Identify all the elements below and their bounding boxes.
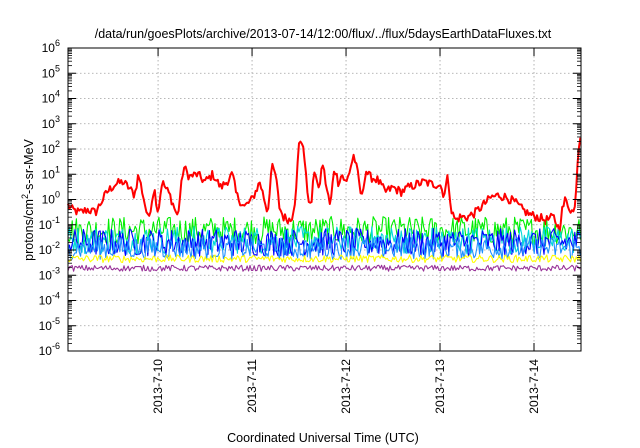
x-tick-labels: 2013-7-10 2013-7-11 2013-7-12 2013-7-13 2013… (151, 359, 541, 414)
y-axis-label: protons/cm2-s-sr-MeV (20, 138, 36, 260)
y-tick-label: 101 (42, 164, 60, 181)
y-tick-label: 10-4 (39, 291, 60, 308)
y-tick-base: 10 (42, 41, 56, 55)
y-axis-label-suffix: -s-sr-MeV (22, 138, 36, 194)
y-tick-labels: 10-610-510-410-310-210-11001011021031041… (39, 38, 60, 358)
y-tick-exponent: -4 (52, 291, 60, 301)
y-tick-exponent: -2 (52, 240, 60, 250)
y-tick-base: 10 (42, 142, 56, 156)
y-tick-label: 10-5 (39, 316, 60, 333)
y-tick-base: 10 (42, 66, 56, 80)
y-tick-base: 10 (39, 344, 53, 358)
y-tick-exponent: -1 (52, 215, 60, 225)
x-tick-label: 2013-7-12 (339, 359, 353, 414)
flux-series-line (67, 254, 581, 264)
y-tick-exponent: 1 (55, 164, 60, 174)
y-tick-label: 102 (42, 139, 60, 156)
y-tick-label: 10-6 (39, 341, 60, 358)
y-axis-label-prefix: protons/cm (22, 199, 36, 261)
y-tick-base: 10 (39, 243, 53, 257)
flux-series-line (67, 215, 581, 245)
flux-series-line (67, 236, 581, 260)
y-tick-label: 103 (42, 114, 60, 131)
y-tick-exponent: -6 (52, 341, 60, 351)
x-tick-label: 2013-7-14 (527, 359, 541, 414)
y-tick-label: 104 (42, 89, 60, 106)
y-tick-exponent: 6 (55, 38, 60, 48)
y-tick-exponent: 0 (55, 190, 60, 200)
chart-title: /data/run/goesPlots/archive/2013-07-14/1… (95, 27, 552, 41)
x-tick-label: 2013-7-10 (151, 359, 165, 414)
x-tick-label: 2013-7-11 (245, 359, 259, 413)
y-tick-label: 100 (42, 190, 60, 207)
x-axis-label: Coordinated Universal Time (UTC) (227, 431, 419, 445)
y-tick-exponent: -5 (52, 316, 60, 326)
y-tick-exponent: 3 (55, 114, 60, 124)
y-tick-base: 10 (42, 117, 56, 131)
y-tick-label: 10-1 (39, 215, 60, 232)
series-group (67, 137, 582, 272)
y-tick-exponent: 2 (55, 139, 60, 149)
flux-series-line (67, 137, 582, 236)
flux-series-line (67, 264, 581, 272)
y-tick-label: 10-3 (39, 265, 60, 282)
y-tick-exponent: -3 (52, 265, 60, 275)
y-tick-base: 10 (39, 218, 53, 232)
y-tick-label: 106 (42, 38, 60, 55)
y-tick-base: 10 (39, 268, 53, 282)
y-tick-exponent: 4 (55, 89, 60, 99)
y-tick-base: 10 (42, 167, 56, 181)
y-tick-base: 10 (39, 294, 53, 308)
y-tick-base: 10 (42, 193, 56, 207)
y-tick-label: 105 (42, 63, 60, 80)
y-tick-base: 10 (39, 319, 53, 333)
x-tick-label: 2013-7-13 (433, 359, 447, 414)
tick-marks (68, 47, 581, 352)
y-tick-label: 10-2 (39, 240, 60, 257)
y-axis-label-exponent: 2 (20, 194, 30, 199)
y-tick-exponent: 5 (55, 63, 60, 73)
y-tick-base: 10 (42, 92, 56, 106)
